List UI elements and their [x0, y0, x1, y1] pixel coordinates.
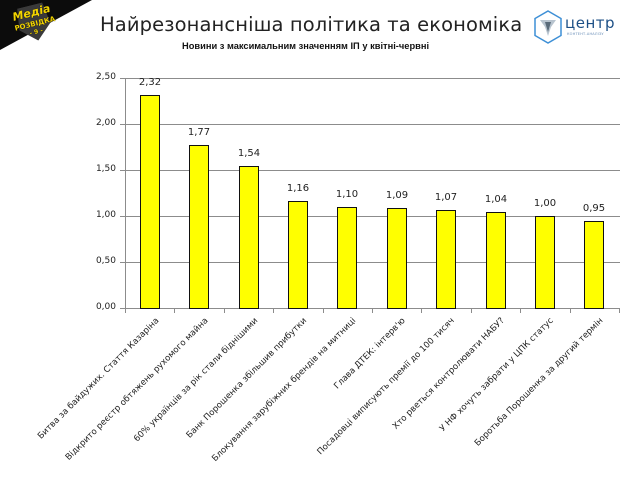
x-tick-mark	[323, 308, 324, 313]
y-tick-label: 1,00	[95, 210, 116, 220]
bar	[140, 95, 160, 309]
bar-value-label: 1,07	[434, 192, 458, 203]
y-tick-mark	[120, 170, 125, 171]
x-tick-mark	[273, 308, 274, 313]
y-tick-mark	[120, 216, 125, 217]
bar	[486, 212, 506, 309]
y-tick-label: 2,50	[95, 72, 116, 82]
y-tick-label: 0,00	[95, 302, 116, 312]
y-tick-mark	[120, 124, 125, 125]
bar	[436, 210, 456, 309]
bar	[337, 207, 357, 309]
bar-value-label: 1,77	[187, 127, 211, 138]
x-tick-mark	[224, 308, 225, 313]
gridline	[125, 170, 620, 171]
y-tick-label: 1,50	[95, 164, 116, 174]
y-tick-label: 2,00	[95, 118, 116, 128]
x-tick-mark	[372, 308, 373, 313]
bar-value-label: 1,54	[237, 148, 261, 159]
chart-title: Найрезонансніша політика та економіка	[100, 13, 523, 36]
y-tick-label: 0,50	[95, 256, 116, 266]
y-axis	[125, 78, 126, 313]
x-axis	[120, 308, 620, 309]
centr-logo: центр КОНТЕНТ-АНАЛІЗУ	[533, 10, 623, 44]
x-tick-mark	[471, 308, 472, 313]
y-tick-mark	[120, 78, 125, 79]
bar	[189, 145, 209, 309]
centr-logo-tagline: КОНТЕНТ-АНАЛІЗУ	[567, 32, 604, 36]
plot-area	[125, 78, 620, 308]
bar-value-label: 1,09	[385, 190, 409, 201]
x-tick-mark	[174, 308, 175, 313]
bar-value-label: 1,04	[484, 194, 508, 205]
centr-hexagon-icon	[534, 10, 562, 44]
bar	[535, 216, 555, 309]
bar-value-label: 1,16	[286, 183, 310, 194]
bar-value-label: 1,10	[335, 189, 359, 200]
centr-logo-word: центр	[565, 14, 616, 32]
gridline	[125, 78, 620, 79]
bar	[584, 221, 604, 309]
bar	[288, 201, 308, 309]
x-tick-mark	[421, 308, 422, 313]
x-tick-mark	[619, 308, 620, 313]
bar-value-label: 0,95	[582, 203, 606, 214]
bar-value-label: 2,32	[138, 77, 162, 88]
bar	[239, 166, 259, 309]
bar	[387, 208, 407, 309]
gridline	[125, 262, 620, 263]
chart-subtitle: Новини з максимальним значенням ІП у кві…	[182, 41, 430, 51]
x-tick-mark	[520, 308, 521, 313]
bar-value-label: 1,00	[533, 198, 557, 209]
gridline	[125, 216, 620, 217]
x-tick-mark	[125, 308, 126, 313]
gridline	[125, 124, 620, 125]
y-tick-mark	[120, 308, 125, 309]
y-tick-mark	[120, 262, 125, 263]
x-tick-mark	[570, 308, 571, 313]
